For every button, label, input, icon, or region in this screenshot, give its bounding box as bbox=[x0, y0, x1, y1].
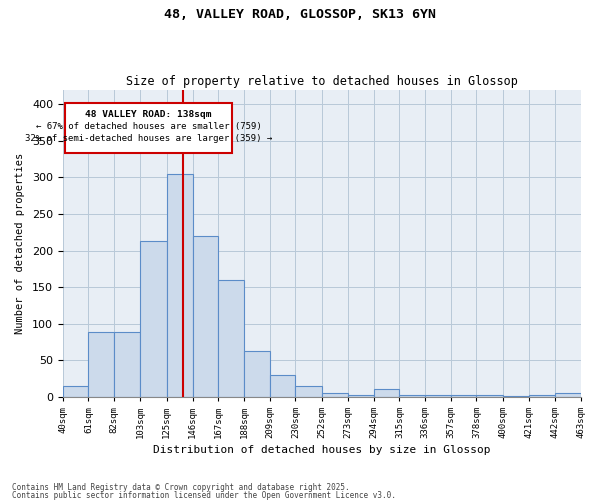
X-axis label: Distribution of detached houses by size in Glossop: Distribution of detached houses by size … bbox=[153, 445, 490, 455]
Text: 32% of semi-detached houses are larger (359) →: 32% of semi-detached houses are larger (… bbox=[25, 134, 272, 142]
Text: 48, VALLEY ROAD, GLOSSOP, SK13 6YN: 48, VALLEY ROAD, GLOSSOP, SK13 6YN bbox=[164, 8, 436, 20]
Bar bbox=[244, 352, 269, 397]
Bar bbox=[400, 394, 425, 397]
Bar bbox=[529, 396, 555, 397]
Text: Contains public sector information licensed under the Open Government Licence v3: Contains public sector information licen… bbox=[12, 490, 396, 500]
Bar bbox=[476, 396, 503, 397]
Bar bbox=[269, 375, 295, 397]
Bar bbox=[322, 393, 348, 397]
Bar bbox=[193, 236, 218, 397]
Bar bbox=[218, 280, 244, 397]
Bar bbox=[374, 390, 400, 397]
Bar bbox=[555, 393, 581, 397]
Bar bbox=[140, 241, 167, 397]
Bar bbox=[348, 394, 374, 397]
Bar bbox=[88, 332, 114, 397]
Title: Size of property relative to detached houses in Glossop: Size of property relative to detached ho… bbox=[126, 76, 518, 88]
Bar bbox=[451, 396, 476, 397]
Text: Contains HM Land Registry data © Crown copyright and database right 2025.: Contains HM Land Registry data © Crown c… bbox=[12, 484, 350, 492]
FancyBboxPatch shape bbox=[65, 103, 232, 154]
Bar bbox=[295, 386, 322, 397]
Text: ← 67% of detached houses are smaller (759): ← 67% of detached houses are smaller (75… bbox=[35, 122, 262, 131]
Y-axis label: Number of detached properties: Number of detached properties bbox=[15, 152, 25, 334]
Bar bbox=[114, 332, 140, 397]
Bar bbox=[503, 396, 529, 397]
Text: 48 VALLEY ROAD: 138sqm: 48 VALLEY ROAD: 138sqm bbox=[85, 110, 212, 119]
Bar bbox=[63, 386, 88, 397]
Bar bbox=[167, 174, 193, 397]
Bar bbox=[425, 394, 451, 397]
